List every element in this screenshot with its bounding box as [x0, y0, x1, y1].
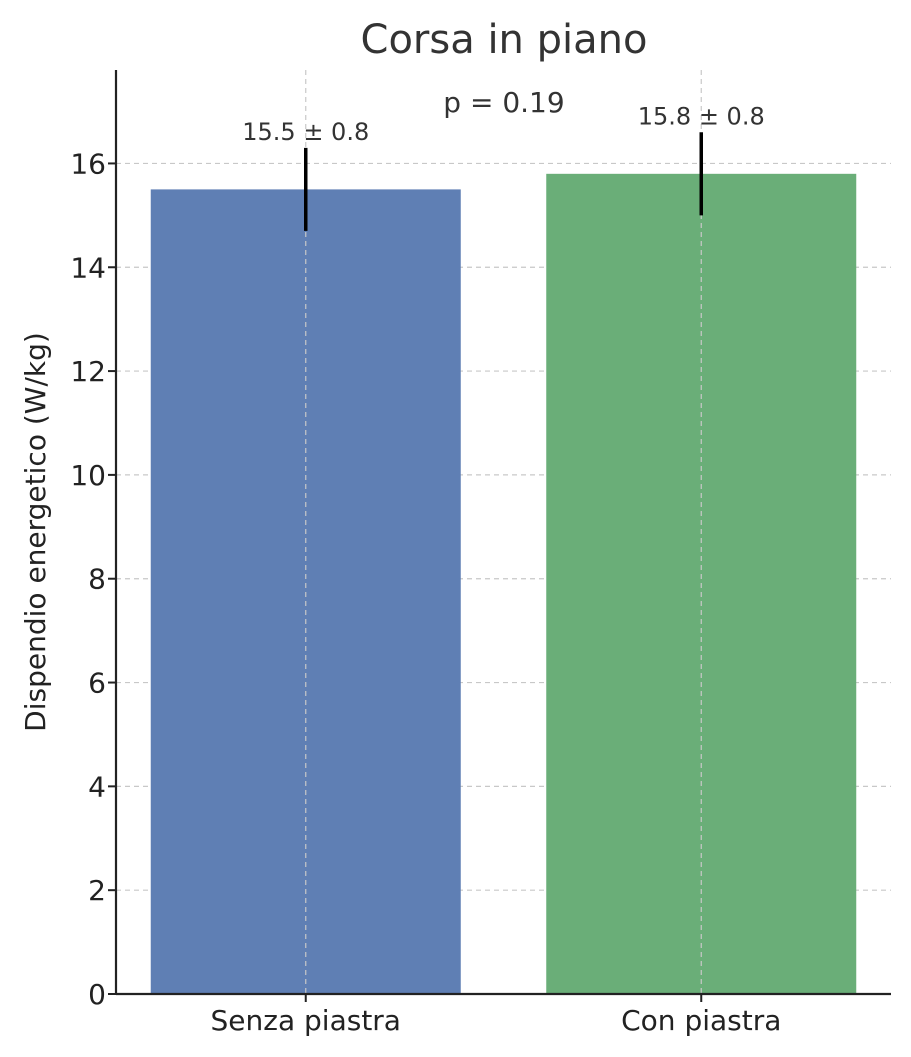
- x-tick-label: Con piastra: [621, 1004, 781, 1037]
- axes-layer: [114, 70, 891, 996]
- y-tick-label: 14: [70, 251, 106, 284]
- y-axis-label: Dispendio energetico (W/kg): [19, 332, 52, 732]
- y-tick-label: 8: [88, 563, 106, 596]
- y-tick-label: 16: [70, 147, 106, 180]
- y-tick-label: 12: [70, 355, 106, 388]
- ticks-layer: 0 2 4 6 8 10 12 14 16 Senza piastra Con piastra: [70, 147, 781, 1037]
- y-tick-label: 2: [88, 874, 106, 907]
- y-tick-label: 6: [88, 667, 106, 700]
- y-tick-label: 4: [88, 770, 106, 803]
- x-tick-label: Senza piastra: [211, 1004, 401, 1037]
- y-tick-label: 0: [88, 978, 106, 1011]
- labels-layer: 15.5 ± 0.8 15.8 ± 0.8: [242, 102, 764, 146]
- p-value-annotation: p = 0.19: [443, 86, 564, 119]
- data-label: 15.8 ± 0.8: [638, 102, 765, 130]
- y-tick-label: 10: [70, 459, 106, 492]
- bars-layer: [150, 70, 857, 995]
- data-label: 15.5 ± 0.8: [242, 118, 369, 146]
- chart-title: Corsa in piano: [361, 17, 648, 63]
